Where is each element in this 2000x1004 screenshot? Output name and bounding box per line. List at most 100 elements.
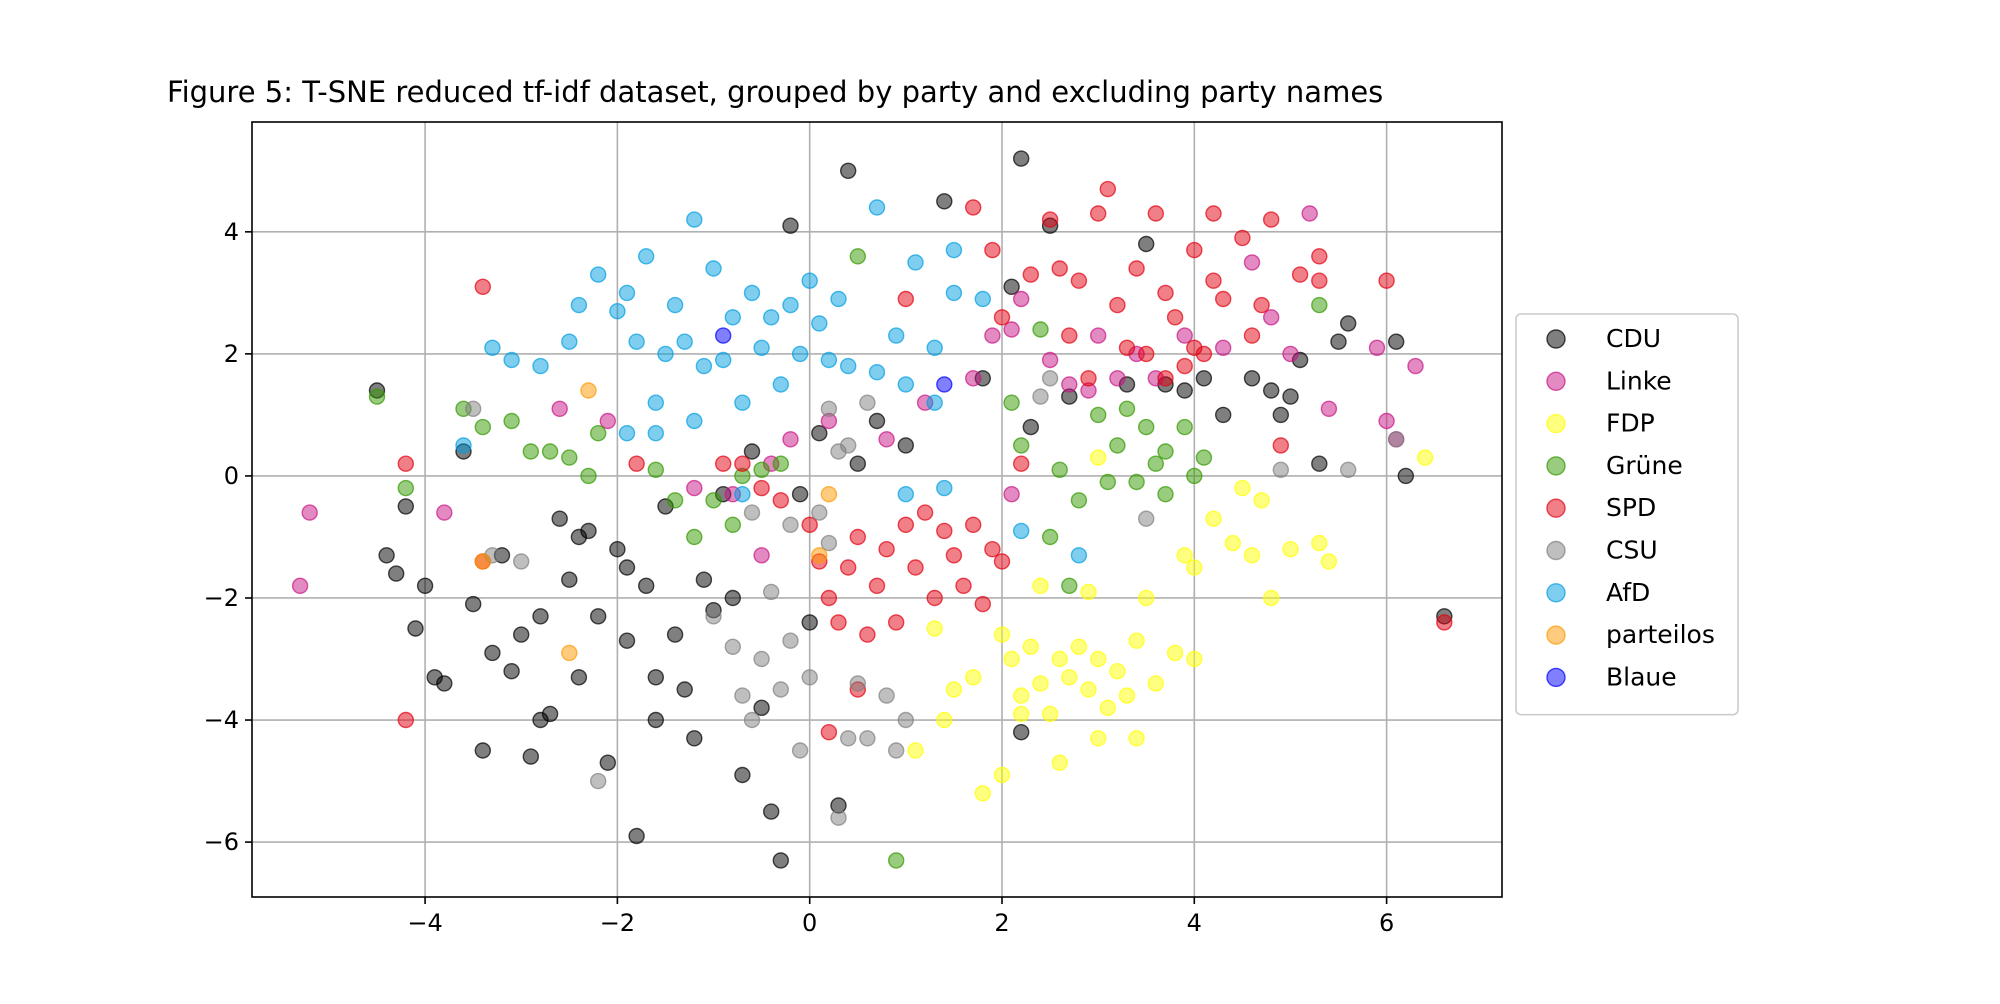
data-point — [1003, 321, 1020, 338]
data-point — [811, 425, 828, 442]
data-point — [1070, 547, 1088, 564]
series-blaue — [715, 327, 953, 393]
data-point — [1080, 583, 1097, 601]
data-point — [1099, 473, 1117, 491]
data-point — [1041, 370, 1059, 387]
data-point — [618, 284, 636, 302]
data-point — [1128, 632, 1145, 649]
data-point — [1186, 650, 1203, 668]
legend-item: Linke — [1546, 366, 1672, 395]
legend-marker — [1546, 498, 1566, 518]
data-point — [772, 376, 789, 393]
data-point — [1080, 370, 1097, 387]
data-point — [993, 626, 1011, 643]
series-parteilos — [474, 382, 838, 662]
data-point — [820, 724, 838, 741]
data-point — [1013, 290, 1030, 308]
data-point — [1157, 284, 1174, 302]
data-point — [580, 467, 597, 485]
y-tick-label: −4 — [204, 706, 239, 734]
data-point — [397, 711, 414, 729]
data-point — [590, 608, 607, 625]
data-point — [590, 772, 607, 790]
data-point — [753, 461, 770, 478]
data-point — [1137, 589, 1155, 607]
data-point — [715, 455, 732, 472]
series-fdp — [907, 449, 1434, 802]
data-point — [416, 577, 434, 594]
series-spd — [397, 180, 1453, 741]
data-point — [695, 571, 713, 588]
data-point — [695, 357, 713, 375]
data-point — [503, 412, 520, 430]
data-point — [1061, 327, 1078, 344]
data-point — [676, 333, 693, 350]
data-point — [638, 248, 655, 265]
data-point — [1205, 510, 1222, 527]
data-point — [1137, 235, 1155, 253]
data-point — [1089, 327, 1107, 344]
data-point — [1070, 638, 1088, 655]
data-point — [407, 620, 424, 637]
data-point — [753, 547, 770, 564]
data-point — [474, 418, 491, 436]
data-point — [878, 541, 895, 558]
data-point — [1041, 211, 1059, 228]
x-axis-ticks: −4 −2 0 2 4 6 — [407, 897, 1394, 937]
plot-frame — [251, 121, 1503, 898]
data-point — [830, 290, 847, 308]
legend-item: CSU — [1546, 536, 1658, 565]
data-point — [945, 241, 963, 259]
data-point — [513, 626, 530, 643]
data-point — [840, 559, 857, 576]
data-point — [609, 541, 626, 558]
data-point — [705, 608, 722, 625]
data-point — [801, 272, 818, 289]
data-point — [1214, 339, 1232, 356]
data-point — [1186, 339, 1203, 356]
data-point — [926, 394, 943, 411]
data-point — [715, 351, 732, 369]
data-point — [1407, 357, 1424, 375]
data-point — [878, 687, 895, 704]
data-point — [474, 742, 491, 759]
y-tick-label: 4 — [224, 218, 239, 246]
data-point — [1253, 492, 1270, 509]
data-point — [801, 516, 818, 533]
data-point — [955, 577, 972, 594]
data-point — [1176, 327, 1193, 344]
data-point — [897, 711, 914, 729]
data-point — [1099, 699, 1117, 716]
data-point — [1118, 400, 1136, 417]
data-point — [926, 620, 943, 637]
data-point — [859, 394, 876, 411]
data-point — [1272, 437, 1290, 454]
data-point — [503, 663, 520, 680]
data-point — [811, 504, 828, 521]
data-point — [984, 241, 1001, 259]
data-point — [1070, 272, 1088, 289]
data-point — [840, 357, 857, 375]
data-point — [618, 632, 636, 649]
data-point — [1378, 272, 1395, 289]
data-point — [1128, 473, 1145, 491]
data-point — [1339, 315, 1357, 332]
data-point — [474, 278, 491, 295]
data-point — [1003, 278, 1020, 295]
data-point — [1032, 675, 1049, 692]
legend-label: Blaue — [1606, 662, 1677, 691]
data-point — [840, 730, 857, 747]
data-point — [1032, 388, 1049, 405]
data-point — [484, 339, 501, 356]
data-point — [580, 382, 597, 399]
data-point — [436, 504, 453, 521]
data-point — [753, 479, 770, 497]
data-point — [686, 528, 703, 546]
data-point — [1262, 309, 1280, 326]
data-point — [647, 669, 664, 686]
data-point — [609, 303, 626, 320]
data-point — [868, 364, 886, 381]
data-point — [465, 595, 482, 613]
data-point — [666, 296, 684, 314]
data-point — [570, 296, 588, 314]
